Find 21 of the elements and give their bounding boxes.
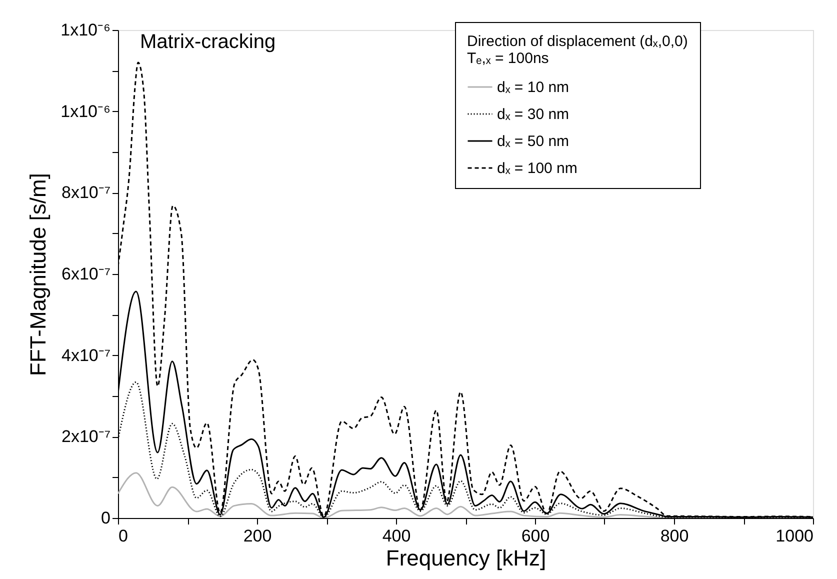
y-tick-label: 0 (101, 508, 110, 528)
x-tick-label: 1000 (776, 526, 814, 546)
annotation: Matrix-cracking (140, 31, 276, 53)
legend-label: dₓ = 50 nm (497, 133, 570, 150)
y-tick-label: 2x10⁻⁷ (61, 427, 110, 446)
x-tick-label: 800 (660, 526, 689, 546)
y-tick-label: 6x10⁻⁷ (61, 264, 110, 284)
y-tick-label: 1x10⁻⁶ (60, 102, 110, 121)
x-tick-label: 200 (243, 526, 272, 546)
y-tick-label: 1x10⁻⁶ (60, 20, 110, 40)
x-axis-title: Frequency [kHz] (386, 546, 546, 570)
legend-title: Direction of displacement (dₓ,0,0) Tₑ,ₓ = 100ns (467, 33, 688, 67)
y-axis-title: FFT-Magnitude [s/m] (26, 173, 51, 376)
x-tick-label: 600 (521, 526, 550, 546)
legend-label: dₓ = 10 nm (497, 79, 570, 96)
legend-label: dₓ = 100 nm (497, 160, 578, 177)
legend-label: dₓ = 30 nm (497, 106, 570, 123)
y-tick-label: 4x10⁻⁷ (61, 346, 110, 365)
x-tick-label: 0 (118, 526, 128, 546)
x-tick-label: 400 (382, 526, 411, 546)
y-tick-label: 8x10⁻⁷ (61, 183, 110, 202)
